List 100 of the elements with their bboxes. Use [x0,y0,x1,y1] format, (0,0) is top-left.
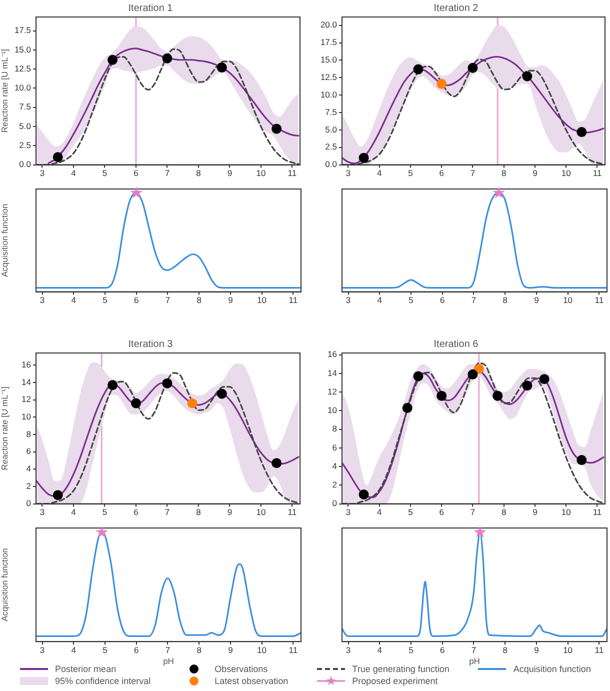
chart-title: Iteration 2 [434,2,479,14]
legend-label: Observations [214,664,268,674]
point [402,402,412,413]
point [108,54,118,65]
y-tick-label: 2 [332,480,338,490]
y-tick-label: 15.0 [320,54,338,65]
x-tick-label: 5 [408,507,414,518]
y-tick-label: 4 [332,460,338,471]
legend-label: Latest observation [214,676,288,686]
x-tick-label: 8 [502,645,508,656]
x-tick-label: 10 [563,295,573,306]
x-tick-label: 3 [40,645,45,656]
point [272,458,282,468]
x-tick-label: 6 [134,295,139,306]
point [576,455,587,466]
legend-label: Posterior mean [55,664,116,674]
legend-label: True generating function [352,664,450,674]
y-tick-label: 14 [328,368,338,378]
y-tick-label: 16 [22,359,32,370]
x-tick-label: 11 [288,507,297,518]
point [413,371,424,382]
y-tick-label: 12.5 [14,63,32,74]
y-tick-label: 0 [332,498,338,508]
y-tick-label: 2.5 [19,140,32,150]
y-tick-label: 16 [328,349,338,360]
x-tick-label: 3 [40,168,45,178]
x-tick-label: 7 [470,168,476,178]
text: 95% confidence interval [55,676,151,686]
x-tick-label: 9 [227,168,232,178]
x-tick-label: 8 [196,507,202,518]
x-tick-label: 10 [257,645,267,656]
y-tick-label: 12 [22,394,32,404]
x-tick-label: 10 [256,168,266,178]
y-tick-label: 12 [328,386,338,396]
x-tick-label: 4 [376,168,382,178]
y-axis-title: Reaction rate [U mL⁻¹] [0,49,10,133]
x-tick-label: 3 [40,295,45,306]
x-tick-label: 8 [196,168,202,178]
y-tick-label: 10 [328,405,338,416]
x-tick-label: 5 [408,168,414,178]
x-tick-label: 3 [346,295,351,306]
x-tick-label: 8 [501,168,506,178]
y-tick-label: 8 [26,428,32,439]
x-tick-label: 9 [532,507,538,518]
x-tick-label: 11 [288,645,298,656]
x-tick-label: 4 [71,645,76,656]
y-tick-label: 5.0 [325,124,338,134]
x-tick-label: 5 [102,507,108,518]
y-tick-label: 10.0 [320,89,338,100]
x-axis-title: pH [163,656,174,666]
x-tick-label: 8 [502,295,508,306]
x-tick-label: 4 [71,295,76,306]
legend-label: Acquisition function [513,664,591,674]
chart-title: Iteration 1 [128,2,174,14]
x-tick-label: 6 [439,507,444,518]
point [539,374,550,384]
x-tick-label: 7 [165,295,170,306]
x-tick-label: 4 [376,507,382,518]
y-tick-label: 0.0 [325,159,338,170]
y-tick-label: 10.0 [14,82,32,93]
x-tick-label: 11 [594,645,604,656]
x-tick-label: 8 [196,295,202,306]
point [468,62,478,73]
x-tick-label: 10 [561,507,572,518]
x-tick-label: 9 [227,507,232,518]
y-tick-label: 10 [22,411,32,422]
x-tick-label: 11 [592,168,602,178]
y-tick-label: 0.0 [19,159,32,170]
x-tick-label: 9 [534,295,540,306]
x-tick-label: 5 [102,295,108,306]
point [216,388,227,399]
point [576,127,587,138]
point [108,380,118,390]
x-tick-label: 8 [196,645,202,656]
y-tick-label: 7.5 [325,106,338,117]
y-axis-title: Reaction rate [U mL⁻¹] [0,386,10,470]
y-tick-label: 6 [26,446,32,456]
x-tick-label: 5 [408,295,414,306]
x-tick-label: 6 [134,168,139,178]
point [358,152,369,163]
x-tick-label: 5 [408,645,414,656]
y-tick-label: 2.5 [325,142,338,152]
x-tick-label: 6 [440,295,445,306]
y-tick-label: 15.0 [14,44,32,54]
y-tick-label: 14 [22,376,32,387]
x-tick-label: 10 [256,507,266,518]
point [492,390,503,401]
x-tick-label: 3 [40,507,45,518]
point [358,489,369,500]
x-tick-label: 4 [377,295,382,306]
point [187,398,198,408]
x-tick-label: 10 [563,645,573,656]
x-tick-label: 11 [594,295,604,306]
point [162,378,172,388]
x-tick-label: 5 [102,645,108,656]
x-tick-label: 11 [288,168,297,178]
point [468,369,478,380]
x-axis-title: pH [469,656,480,666]
x-tick-label: 6 [134,645,139,656]
y-tick-label: 8 [332,424,338,434]
